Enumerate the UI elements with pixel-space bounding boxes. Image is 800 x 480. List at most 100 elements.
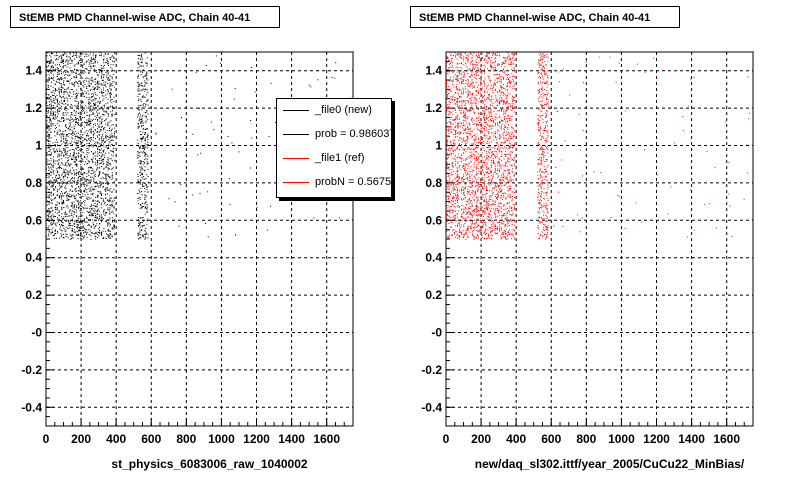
data-point xyxy=(97,74,99,75)
data-point xyxy=(476,233,478,235)
data-point xyxy=(76,105,78,106)
data-point xyxy=(107,78,109,80)
data-point xyxy=(67,88,69,90)
data-point xyxy=(504,142,506,144)
data-point xyxy=(140,145,142,147)
data-point xyxy=(484,233,486,235)
data-point xyxy=(447,104,449,106)
data-point xyxy=(54,150,56,152)
data-point xyxy=(511,207,512,209)
data-point xyxy=(79,139,81,141)
data-point xyxy=(503,84,505,85)
data-point xyxy=(140,163,142,165)
data-point xyxy=(77,227,78,229)
data-point xyxy=(72,158,74,160)
data-point xyxy=(475,193,477,195)
data-point xyxy=(145,234,147,236)
data-point xyxy=(57,113,59,115)
data-point xyxy=(67,150,69,152)
data-point xyxy=(83,79,85,81)
data-point xyxy=(48,141,50,143)
data-point xyxy=(102,151,104,153)
data-point xyxy=(96,169,98,171)
data-point xyxy=(469,110,471,111)
data-point xyxy=(79,138,81,140)
data-point xyxy=(77,225,79,227)
data-point xyxy=(500,127,502,129)
data-point xyxy=(80,211,82,213)
data-point xyxy=(477,236,479,238)
data-point xyxy=(108,130,110,132)
data-point xyxy=(454,206,456,208)
data-point xyxy=(86,182,88,184)
data-point xyxy=(459,117,461,119)
data-point xyxy=(108,210,110,212)
data-point xyxy=(93,227,95,229)
data-point xyxy=(511,199,513,201)
data-point xyxy=(139,116,141,118)
data-point xyxy=(71,149,73,150)
data-point xyxy=(503,214,505,216)
data-point xyxy=(92,219,94,221)
data-point xyxy=(486,238,488,240)
data-point xyxy=(94,208,96,210)
data-point xyxy=(147,141,149,143)
data-point xyxy=(111,78,113,80)
data-point xyxy=(69,169,71,171)
data-point xyxy=(99,159,101,161)
data-point xyxy=(490,199,492,200)
data-point xyxy=(82,152,84,154)
data-point xyxy=(100,204,102,206)
data-point xyxy=(466,123,468,125)
data-point xyxy=(477,209,479,211)
data-point xyxy=(88,170,90,172)
data-point xyxy=(79,189,81,191)
data-point xyxy=(481,177,483,179)
data-point xyxy=(500,85,502,87)
data-point xyxy=(481,236,483,238)
data-point xyxy=(463,141,465,143)
data-point xyxy=(144,90,146,92)
data-point xyxy=(511,69,513,70)
data-point xyxy=(81,215,83,217)
data-point xyxy=(487,182,489,184)
legend-entry-file0: _file0 (new) xyxy=(277,103,391,117)
data-point xyxy=(460,100,462,102)
data-point xyxy=(63,59,64,61)
data-point xyxy=(90,197,92,199)
data-point xyxy=(477,163,479,165)
data-point xyxy=(488,88,490,90)
data-point xyxy=(460,109,462,111)
data-point xyxy=(66,194,68,196)
data-point xyxy=(63,93,65,95)
data-point xyxy=(499,135,501,137)
data-point xyxy=(112,110,113,112)
data-point xyxy=(484,210,486,212)
data-point xyxy=(506,100,508,102)
data-point xyxy=(138,181,140,183)
data-point xyxy=(56,204,58,206)
data-point xyxy=(73,76,75,78)
data-point xyxy=(110,100,112,102)
data-point xyxy=(112,167,114,169)
data-point xyxy=(51,230,53,232)
data-point xyxy=(67,94,69,96)
data-point xyxy=(73,160,75,162)
data-point xyxy=(513,136,515,138)
data-point xyxy=(51,152,53,154)
data-point xyxy=(51,200,53,201)
data-point xyxy=(71,119,73,120)
data-point xyxy=(456,195,458,197)
data-point xyxy=(69,79,71,81)
data-point xyxy=(453,99,455,101)
data-point xyxy=(85,229,87,231)
data-point xyxy=(490,110,492,112)
data-point xyxy=(46,227,48,229)
data-point xyxy=(502,232,503,234)
data-point xyxy=(475,211,477,213)
data-point xyxy=(73,205,75,207)
data-point xyxy=(446,167,448,169)
data-point xyxy=(55,80,57,82)
data-point xyxy=(484,110,486,112)
data-point xyxy=(486,176,488,178)
